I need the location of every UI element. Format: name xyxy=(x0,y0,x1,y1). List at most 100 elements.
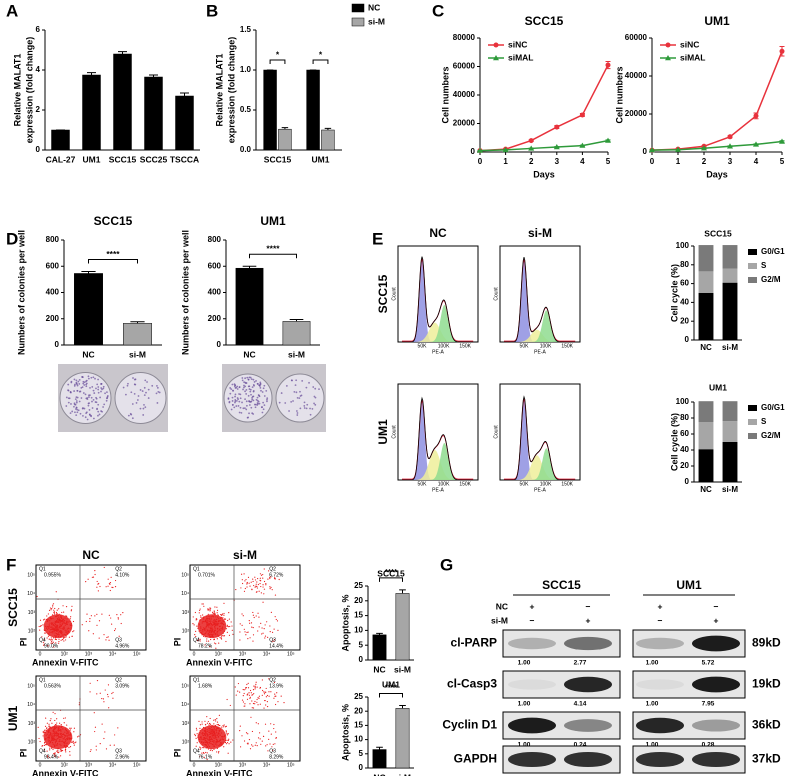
event-dot xyxy=(220,622,222,624)
colony xyxy=(84,393,87,396)
y-axis-label: Cell numbers xyxy=(440,66,450,123)
event-dot xyxy=(117,727,119,729)
colony xyxy=(256,396,259,399)
event-dot xyxy=(263,593,265,595)
colony xyxy=(252,383,255,386)
colony xyxy=(260,389,262,392)
event-dot xyxy=(275,618,277,621)
colony xyxy=(241,377,244,379)
event-dot xyxy=(215,636,217,638)
event-dot xyxy=(218,623,220,625)
y-tick-label: 0 xyxy=(643,147,648,156)
event-dot xyxy=(55,638,57,641)
colony xyxy=(292,400,294,402)
colony xyxy=(127,382,129,385)
event-dot xyxy=(49,741,52,744)
event-dot xyxy=(226,734,229,736)
event-dot xyxy=(201,723,203,725)
event-dot xyxy=(207,623,209,625)
event-dot xyxy=(70,610,72,612)
x-tick-label: NC xyxy=(82,349,94,359)
event-dot xyxy=(112,697,114,699)
event-dot xyxy=(280,695,282,697)
event-dot xyxy=(103,566,105,569)
band xyxy=(564,676,612,693)
event-dot xyxy=(66,738,68,740)
colony xyxy=(301,379,304,382)
event-dot xyxy=(209,635,211,637)
event-dot xyxy=(208,633,211,636)
event-dot xyxy=(223,746,225,748)
event-dot xyxy=(55,633,58,635)
event-dot xyxy=(53,745,56,747)
event-dot xyxy=(249,697,251,700)
event-dot xyxy=(51,631,53,633)
event-dot xyxy=(262,735,265,738)
event-dot xyxy=(196,640,199,642)
event-dot xyxy=(269,631,271,633)
colony xyxy=(100,387,103,389)
event-dot xyxy=(67,734,69,736)
event-dot xyxy=(214,620,216,622)
event-dot xyxy=(212,731,215,733)
event-dot xyxy=(108,614,110,616)
colony xyxy=(75,379,78,382)
event-dot xyxy=(206,752,208,754)
event-dot xyxy=(217,736,219,738)
event-dot xyxy=(199,724,202,726)
quadrant-name: Q3 xyxy=(269,748,276,754)
event-dot xyxy=(204,636,206,638)
event-dot xyxy=(57,629,60,631)
event-dot xyxy=(58,733,60,736)
event-dot xyxy=(215,720,217,722)
event-dot xyxy=(209,723,212,725)
y-tick-label: 10⁴ xyxy=(181,591,189,597)
event-dot xyxy=(213,740,215,742)
event-dot xyxy=(200,615,202,617)
event-dot xyxy=(218,629,220,631)
event-dot xyxy=(207,733,209,736)
y-tick-label: 80 xyxy=(680,413,689,422)
event-dot xyxy=(47,633,49,635)
event-dot xyxy=(46,628,49,630)
event-dot xyxy=(43,731,45,734)
event-dot xyxy=(241,699,244,701)
event-dot xyxy=(226,625,228,627)
event-dot xyxy=(63,626,65,628)
y-tick-label: 5 xyxy=(359,640,364,649)
event-dot xyxy=(220,732,222,734)
event-dot xyxy=(89,618,91,620)
condition-sign: − xyxy=(530,615,535,625)
event-dot xyxy=(60,733,62,736)
event-dot xyxy=(47,635,50,637)
event-dot xyxy=(218,714,220,716)
event-dot xyxy=(54,731,56,734)
event-dot xyxy=(63,717,65,719)
event-dot xyxy=(64,748,67,751)
event-dot xyxy=(245,634,247,636)
event-dot xyxy=(50,609,52,611)
colony xyxy=(82,392,85,394)
y-tick-label: 25 xyxy=(354,692,363,701)
x-tick-label: 4 xyxy=(580,157,585,166)
x-tick-label: si-M xyxy=(722,343,738,352)
event-dot xyxy=(209,717,211,720)
event-dot xyxy=(201,738,203,740)
legend-label: G0/G1 xyxy=(761,247,785,256)
colony xyxy=(228,401,231,404)
colony xyxy=(143,386,146,389)
event-dot xyxy=(224,734,226,737)
event-dot xyxy=(269,743,271,745)
event-dot xyxy=(223,635,226,637)
event-dot xyxy=(214,735,216,737)
event-dot xyxy=(101,723,103,725)
event-dot xyxy=(216,633,218,635)
event-dot xyxy=(206,738,209,740)
event-dot xyxy=(60,725,63,727)
event-dot xyxy=(73,630,75,632)
event-dot xyxy=(266,621,268,623)
y-tick-label: 10³ xyxy=(28,610,36,616)
event-dot xyxy=(39,619,42,621)
event-dot xyxy=(225,731,227,733)
colony xyxy=(95,387,97,390)
